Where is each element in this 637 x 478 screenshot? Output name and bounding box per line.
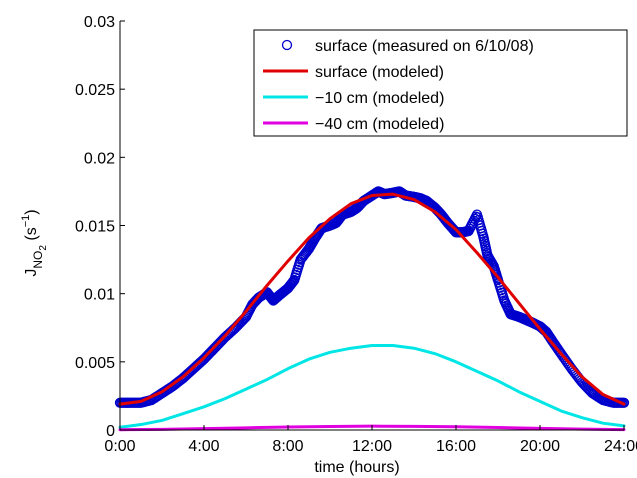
x-tick-label: 0:00 [104,438,135,455]
y-tick-label: 0.015 [75,219,115,236]
y-label-main: J [23,269,40,277]
legend-label-measured: surface (measured on 6/10/08) [315,38,534,55]
y-tick-label: 0.03 [84,14,115,31]
legend: surface (measured on 6/10/08) surface (m… [253,29,628,137]
y-tick-label: 0.01 [84,287,115,304]
x-tick-label: 4:00 [188,438,219,455]
legend-marker-measured [281,39,293,51]
x-tick-label: 20:00 [520,438,560,455]
y-label-unit-close: ) [23,209,40,214]
x-tick-label: 8:00 [272,438,303,455]
y-tick-label: 0.005 [75,355,115,372]
x-tick-label: 16:00 [436,438,476,455]
data-point [554,346,566,358]
x-axis-label: time (hours) [314,459,399,476]
y-tick-label: 0.025 [75,82,115,99]
y-label-sub1: NO [31,251,45,269]
data-point [286,277,298,289]
legend-box [253,29,628,137]
y-tick-label: 0.02 [84,150,115,167]
legend-label-40cm: −40 cm (modeled) [315,116,444,133]
x-tick-label: 24:00 [604,438,637,455]
series-line-10-cm-modeled [118,343,626,429]
series-line-surface-modeled [118,192,626,406]
axes: 0:00 4:00 8:00 12:00 16:00 20:00 24:00 0 0.005 0.… [75,14,637,455]
legend-label-10cm: −10 cm (modeled) [315,90,444,107]
y-label-sub2: 2 [38,245,49,251]
y-label-unit-open: (s [23,227,40,245]
legend-label-surface-modeled: surface (modeled) [315,64,444,81]
x-tick-label: 12:00 [352,438,392,455]
svg-text:JNO2 (s−1): JNO2 (s−1) [20,209,49,276]
y-label-unit-exp: −1 [20,215,32,228]
y-axis-label: JNO2 (s−1) [20,209,49,276]
y-tick-label: 0 [106,423,115,440]
